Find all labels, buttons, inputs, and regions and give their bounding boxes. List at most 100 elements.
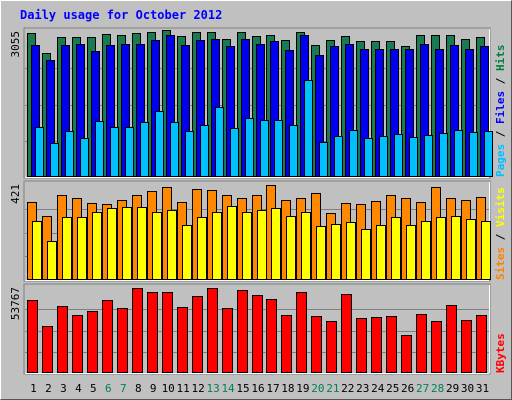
x-tick-label: 22 <box>341 382 354 395</box>
chart-title: Daily usage for October 2012 <box>20 8 222 22</box>
bar-kbytes-day-23 <box>356 318 367 373</box>
bar-visits-day-19 <box>301 212 311 280</box>
bar-pages-day-29 <box>454 130 463 177</box>
bar-pages-day-31 <box>484 131 493 177</box>
x-tick-label: 29 <box>446 382 459 395</box>
bar-kbytes-day-20 <box>311 316 322 373</box>
x-tick-label: 13 <box>206 382 219 395</box>
x-tick-label: 15 <box>236 382 249 395</box>
bar-visits-day-20 <box>316 226 326 280</box>
y-max-label: 3055 <box>9 31 22 58</box>
bar-visits-day-7 <box>122 207 132 280</box>
bar-visits-day-24 <box>376 225 386 280</box>
bar-pages-day-8 <box>140 122 149 177</box>
x-tick-label: 18 <box>281 382 294 395</box>
x-tick-label: 28 <box>431 382 444 395</box>
x-tick-label: 17 <box>266 382 279 395</box>
bar-pages-day-24 <box>379 136 388 177</box>
bar-pages-day-25 <box>394 134 403 177</box>
bar-visits-day-6 <box>107 208 117 280</box>
bar-kbytes-day-8 <box>132 288 143 373</box>
bar-visits-day-21 <box>331 224 341 280</box>
bar-visits-day-13 <box>212 212 222 280</box>
bar-visits-day-16 <box>257 210 267 280</box>
bar-pages-day-28 <box>439 133 448 177</box>
x-tick-label: 24 <box>371 382 385 395</box>
x-tick-label: 3 <box>60 382 67 395</box>
legend-entry-/: / <box>494 71 507 91</box>
y-max-label: 53767 <box>9 287 22 320</box>
bar-kbytes-day-25 <box>386 316 397 373</box>
bar-pages-day-27 <box>424 135 433 177</box>
bar-visits-day-29 <box>451 216 461 280</box>
bar-kbytes-day-4 <box>72 315 83 373</box>
x-tick-label: 20 <box>311 382 324 395</box>
bar-kbytes-day-18 <box>281 315 292 373</box>
bar-kbytes-day-3 <box>57 306 68 373</box>
bar-kbytes-day-13 <box>207 288 218 373</box>
bar-pages-day-5 <box>95 121 104 177</box>
bar-pages-day-10 <box>170 122 179 177</box>
bar-pages-day-16 <box>260 120 269 177</box>
x-tick-label: 14 <box>221 382 235 395</box>
bar-visits-day-11 <box>182 225 192 280</box>
bar-pages-day-6 <box>110 127 119 177</box>
y-max-label: 421 <box>9 184 22 204</box>
panel-2: 421 Sites / Visits <box>9 180 507 282</box>
panel-3: 53767 KBytes <box>9 283 507 375</box>
bar-visits-day-8 <box>137 207 147 280</box>
bar-pages-day-30 <box>469 132 478 177</box>
bar-pages-day-1 <box>35 127 44 177</box>
bar-visits-day-22 <box>346 222 356 280</box>
bar-kbytes-day-12 <box>192 296 203 373</box>
x-axis-day-labels: 1 2 3 4 5 6 7 8 9 10 11 12 13 14 15 16 17 18 19 20 21 22 23 24 2… <box>30 382 489 395</box>
x-tick-label: 10 <box>162 382 175 395</box>
bar-pages-day-19 <box>304 80 313 177</box>
bar-pages-day-21 <box>334 136 343 177</box>
bar-visits-day-27 <box>421 221 431 280</box>
bar-visits-day-14 <box>227 206 237 280</box>
bar-pages-day-7 <box>125 127 134 177</box>
bar-visits-day-10 <box>167 210 177 280</box>
x-tick-label: 1 <box>30 382 37 395</box>
x-tick-label: 9 <box>150 382 157 395</box>
x-tick-label: 16 <box>251 382 264 395</box>
x-tick-label: 2 <box>45 382 52 395</box>
bar-pages-day-11 <box>185 131 194 177</box>
bar-kbytes-day-22 <box>341 294 352 373</box>
legend-entry-/: / <box>494 124 507 144</box>
bar-visits-day-28 <box>436 217 446 280</box>
bar-pages-day-14 <box>230 128 239 177</box>
bar-visits-day-9 <box>152 212 162 280</box>
bar-kbytes-day-9 <box>147 292 158 373</box>
bar-kbytes-day-17 <box>266 299 277 373</box>
bar-pages-day-20 <box>319 142 328 177</box>
panel-1: 3055 Pages / Files / Hits <box>9 27 507 179</box>
x-tick-label: 4 <box>75 382 82 395</box>
bar-kbytes-day-29 <box>446 305 457 373</box>
bar-visits-day-5 <box>92 212 102 280</box>
bar-visits-day-23 <box>361 229 371 280</box>
bar-visits-day-1 <box>32 221 42 280</box>
bar-kbytes-day-11 <box>177 307 188 373</box>
bar-visits-day-4 <box>77 217 87 280</box>
bar-pages-day-2 <box>50 143 59 177</box>
x-tick-label: 5 <box>90 382 97 395</box>
bar-visits-day-17 <box>271 208 281 280</box>
x-tick-label: 8 <box>135 382 142 395</box>
bar-kbytes-day-15 <box>237 290 248 373</box>
bar-kbytes-day-10 <box>162 292 173 373</box>
bar-pages-day-13 <box>215 107 224 177</box>
bar-kbytes-day-21 <box>326 321 337 373</box>
legend-entry-kbytes: KBytes <box>494 333 507 373</box>
bar-kbytes-day-7 <box>117 308 128 373</box>
bar-kbytes-day-30 <box>461 320 472 373</box>
bar-pages-day-12 <box>200 125 209 177</box>
x-tick-label: 19 <box>296 382 309 395</box>
bar-kbytes-day-6 <box>102 300 113 373</box>
legend-entry-/: / <box>494 227 507 247</box>
x-tick-label: 27 <box>416 382 429 395</box>
bar-kbytes-day-27 <box>416 314 427 373</box>
bar-kbytes-day-19 <box>296 292 307 373</box>
